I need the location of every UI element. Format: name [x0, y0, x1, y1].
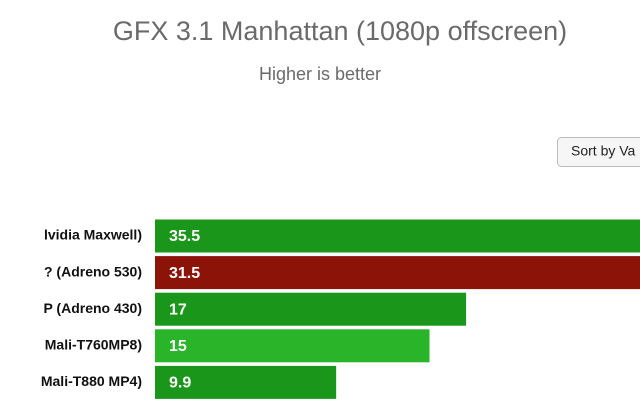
value-label: 17	[169, 301, 187, 318]
value-label: 35.5	[169, 228, 200, 245]
value-label: 15	[169, 338, 187, 355]
chart-subtitle: Higher is better	[259, 64, 381, 84]
value-label: 9.9	[169, 375, 191, 392]
category-label: Mali-T880 MP4)	[41, 373, 142, 389]
category-label: lvidia Maxwell)	[44, 227, 142, 243]
sort-button-label[interactable]: Sort by Va	[571, 143, 636, 159]
sort-button-frame[interactable]	[557, 137, 640, 167]
category-label: P (Adreno 430)	[43, 300, 142, 316]
bar	[155, 365, 337, 399]
bar	[155, 329, 430, 363]
value-label: 31.5	[169, 265, 200, 282]
chart-title: GFX 3.1 Manhattan (1080p offscreen)	[113, 16, 567, 46]
category-label: Mali-T760MP8)	[45, 337, 142, 353]
bar	[155, 219, 640, 253]
category-label: ? (Adreno 530)	[44, 263, 142, 279]
bar	[155, 292, 467, 326]
sort-button[interactable]: Sort by Va	[557, 137, 640, 167]
bar	[155, 256, 640, 290]
